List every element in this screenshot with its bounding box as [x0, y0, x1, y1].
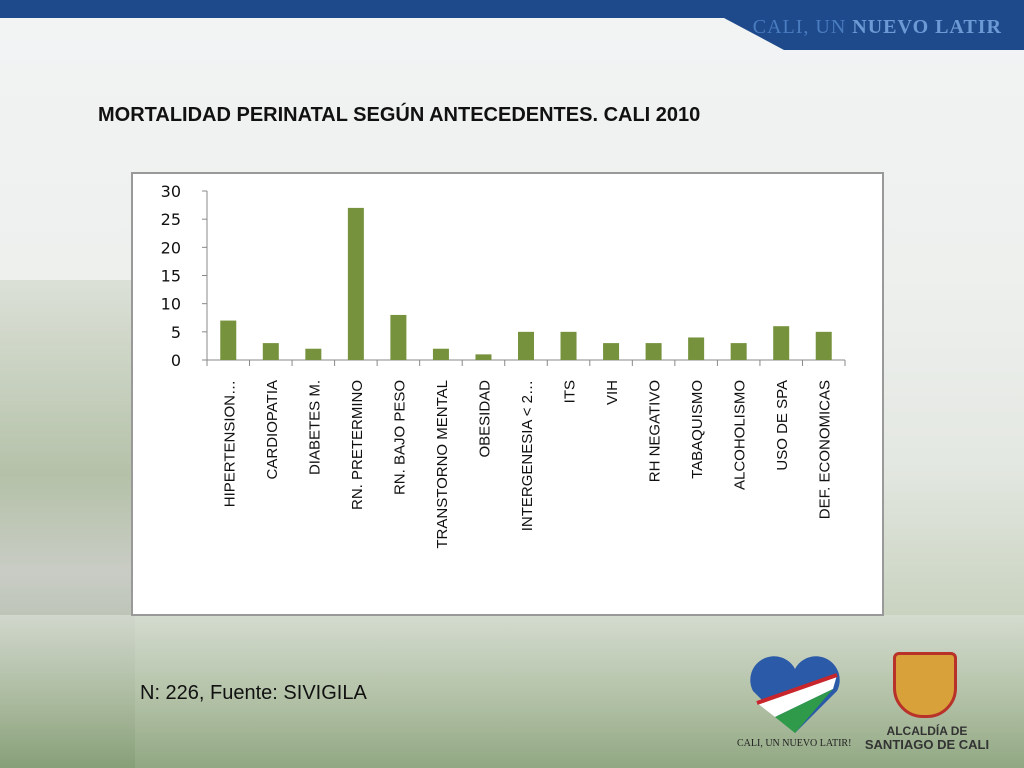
y-tick-label: 10 [161, 295, 181, 314]
alcaldia-label: ALCALDÍA DE SANTIAGO DE CALI [862, 724, 992, 752]
bar [518, 331, 534, 360]
x-tick-label: ALCOHOLISMO [732, 380, 749, 490]
coat-of-arms-icon [893, 652, 957, 718]
y-tick-label: 20 [161, 238, 181, 257]
x-tick-label: DIABETES M. [306, 380, 323, 475]
x-tick-label: INTERGENESIA < 2… [519, 380, 536, 531]
slide-title: MORTALIDAD PERINATAL SEGÚN ANTECEDENTES.… [98, 104, 701, 126]
tagline-bold: NUEVO LATIR [852, 16, 1002, 38]
x-tick-label: VIH [604, 380, 621, 405]
y-tick-label: 30 [161, 182, 181, 201]
source-note: N: 226, Fuente: SIVIGILA [140, 682, 367, 704]
x-tick-label: TABAQUISMO [689, 380, 706, 479]
x-tick-label: USO DE SPA [774, 380, 791, 471]
x-tick-label: CARDIOPATIA [264, 380, 281, 479]
bar [730, 343, 747, 360]
x-tick-label: RN. PRETERMINO [349, 380, 366, 510]
header-tagline: CALI, UN NUEVO LATIR [753, 16, 1002, 39]
bar [390, 314, 407, 360]
y-tick-label: 0 [171, 351, 181, 370]
x-tick-label: HIPERTENSION… [221, 380, 238, 507]
heart-logo-caption: CALI, UN NUEVO LATIR! [737, 738, 852, 749]
bar [432, 348, 449, 360]
bar [815, 331, 832, 360]
x-tick-label: TRANSTORNO MENTAL [434, 380, 451, 549]
x-tick-label: OBESIDAD [476, 380, 493, 458]
tagline-light: CALI, UN [752, 16, 847, 38]
bar [603, 343, 620, 360]
background-photo-bottom [0, 615, 1024, 768]
top-banner-tab [724, 0, 1024, 50]
alcaldia-line1: ALCALDÍA DE [886, 724, 968, 738]
x-tick-label: ITS [562, 380, 579, 403]
alcaldia-line2: SANTIAGO DE CALI [864, 737, 990, 752]
y-tick-label: 25 [161, 210, 181, 229]
bar [688, 337, 705, 360]
y-tick-label: 15 [161, 267, 181, 286]
y-tick-label: 5 [171, 323, 181, 342]
bar [560, 331, 577, 360]
bar [773, 326, 790, 360]
bar [347, 207, 364, 360]
x-tick-label: RN. BAJO PESO [391, 380, 408, 495]
x-tick-label: DEF. ECONOMICAS [817, 380, 834, 519]
bar [305, 348, 322, 360]
bar [645, 343, 662, 360]
chart-frame [131, 172, 884, 616]
bar [220, 320, 237, 360]
bar [475, 354, 492, 360]
x-tick-label: RH NEGATIVO [647, 380, 664, 482]
heart-logo [750, 656, 840, 733]
bar [262, 343, 279, 360]
